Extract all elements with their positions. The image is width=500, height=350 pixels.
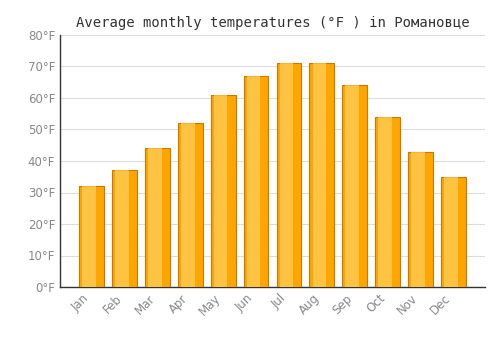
Bar	[178, 123, 203, 287]
Bar	[411, 152, 425, 287]
Bar	[244, 76, 268, 287]
Bar	[444, 177, 458, 287]
Bar	[148, 148, 162, 287]
Bar	[112, 170, 137, 287]
Bar	[280, 63, 293, 287]
Bar	[211, 95, 236, 287]
Title: Average monthly temperatures (°F ) in Романовце: Average monthly temperatures (°F ) in Ро…	[76, 16, 469, 30]
Bar	[408, 152, 433, 287]
Bar	[116, 170, 129, 287]
Bar	[441, 177, 466, 287]
Bar	[346, 85, 359, 287]
Bar	[145, 148, 170, 287]
Bar	[181, 123, 194, 287]
Bar	[378, 117, 392, 287]
Bar	[312, 63, 326, 287]
Bar	[214, 95, 228, 287]
Bar	[247, 76, 260, 287]
Bar	[342, 85, 367, 287]
Bar	[276, 63, 301, 287]
Bar	[80, 186, 104, 287]
Bar	[376, 117, 400, 287]
Bar	[82, 186, 96, 287]
Bar	[310, 63, 334, 287]
